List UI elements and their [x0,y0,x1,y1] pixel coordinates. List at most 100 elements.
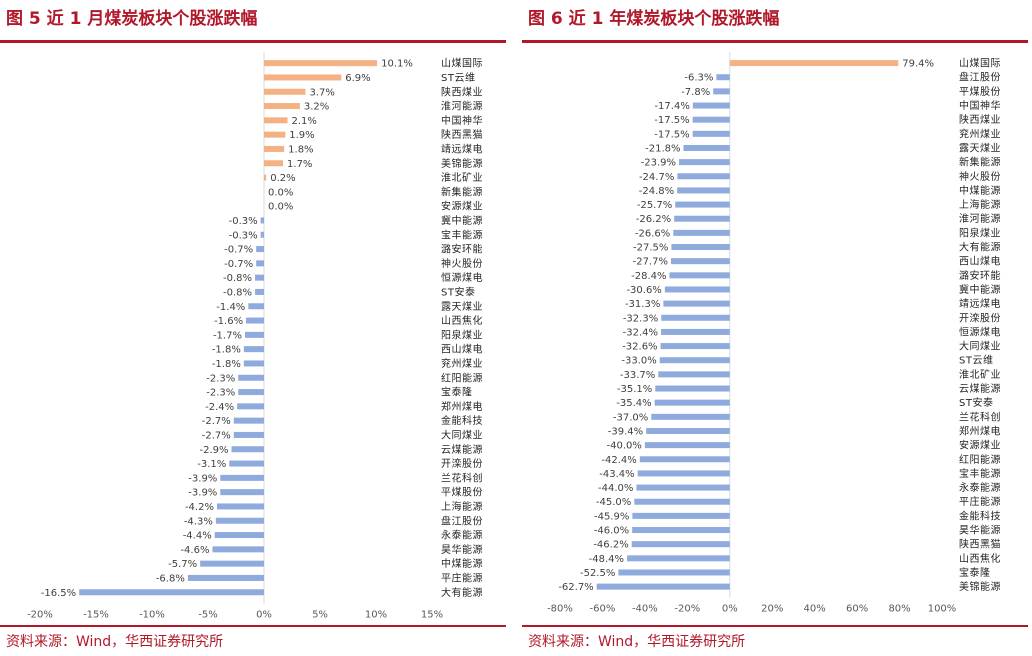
data-label: -0.3% [229,216,258,227]
data-label: -3.1% [197,459,226,470]
bar [639,456,730,463]
category-label: 中国神华 [959,99,1001,112]
bar [187,574,264,581]
data-label: 3.7% [309,87,334,98]
x-tick-label: 5% [312,609,328,619]
x-tick-label: -60% [590,604,616,615]
category-label: 大同煤业 [441,428,483,441]
data-label: -4.4% [183,531,212,542]
data-label: -0.7% [224,259,253,270]
category-label: 宝丰能源 [441,228,483,241]
bar [683,144,730,151]
x-tick-label: -15% [83,609,109,619]
category-label: 兖州煤业 [441,357,483,370]
data-label: 10.1% [381,59,413,70]
category-label: 淮北矿业 [441,171,483,184]
category-label: 潞安环能 [441,243,483,256]
data-label: -2.7% [202,430,231,441]
bar [658,371,730,378]
data-label: -4.3% [184,516,213,527]
data-label: 79.4% [902,59,934,70]
data-label: -44.0% [598,483,633,494]
category-label: 山西焦化 [959,552,1001,565]
bar [729,60,899,67]
title-rule [0,40,506,43]
category-label: 恒源煤电 [959,325,1001,338]
data-label: 2.1% [292,116,317,127]
bar [243,360,264,367]
category-label: 美锦能源 [441,157,483,170]
category-label: 西山煤电 [959,255,1001,268]
data-label: -3.9% [188,488,217,499]
data-label: -7.8% [681,87,710,98]
bar [661,328,730,335]
bar [692,116,730,123]
data-label: -0.8% [223,287,252,298]
bar [220,489,264,496]
bar [664,286,730,293]
bar [646,427,730,434]
bar [677,173,730,180]
data-label: -28.4% [631,271,666,282]
bar [679,159,730,166]
data-label: -17.5% [654,129,689,140]
bar [674,215,730,222]
data-label: -26.6% [635,228,670,239]
category-label: 山煤国际 [959,57,1001,70]
category-label: 兰花科创 [441,471,483,484]
bar [79,589,264,596]
category-label: 宝泰隆 [441,386,473,399]
bar [627,555,730,562]
bar [233,431,264,438]
category-label: 冀中能源 [959,283,1001,296]
x-tick-label: -40% [632,604,658,615]
panel-year: 图 6 近 1 年煤炭板块个股涨跌幅 79.4% 山煤国际 -6.3% 盘江股份 -7.… [522,0,1032,656]
bar [632,512,730,519]
data-label: -52.5% [580,568,615,579]
bar [669,272,730,279]
data-label: 0.0% [268,187,293,198]
category-label: 靖远煤电 [959,297,1001,310]
data-label: -17.4% [654,101,689,112]
category-label: 永泰能源 [959,481,1001,494]
data-label: -6.8% [156,573,185,584]
category-label: 恒源煤电 [441,271,483,284]
data-label: -5.7% [168,559,197,570]
panel-month: 图 5 近 1 月煤炭板块个股涨跌幅 10.1% 山煤国际 6.9% ST云维 3.7%… [0,0,510,656]
x-tick-label: 40% [804,604,826,615]
data-label: -16.5% [41,588,76,599]
bar [244,331,264,338]
bar [233,417,264,424]
data-label: -40.0% [606,441,641,452]
category-label: 云煤能源 [959,382,1001,395]
x-tick-label: -10% [139,609,165,619]
bar [264,174,267,181]
data-label: -48.4% [589,554,624,565]
bar [670,258,730,265]
x-tick-label: 10% [365,609,387,619]
category-label: 陕西黑猫 [441,128,483,141]
category-label: 露天煤业 [441,300,483,313]
data-label: -32.3% [623,313,658,324]
x-tick-label: -20% [27,609,53,619]
data-label: -1.8% [212,359,241,370]
category-label: 阳泉煤业 [959,226,1001,239]
category-label: 新集能源 [959,156,1001,169]
data-label: 6.9% [345,73,370,84]
chart-title: 图 6 近 1 年煤炭板块个股涨跌幅 [528,9,780,29]
x-tick-label: -80% [547,604,573,615]
data-label: -23.9% [641,158,676,169]
data-label: -1.4% [216,302,245,313]
x-tick-label: -20% [674,604,700,615]
bar [631,541,730,548]
category-label: 平煤股份 [959,85,1001,98]
data-label: -2.3% [206,388,235,399]
data-label: -31.3% [625,299,660,310]
bar [220,474,264,481]
source-rule [0,625,506,627]
category-label: 红阳能源 [959,453,1001,466]
bar [659,357,730,364]
data-label: -33.7% [620,370,655,381]
category-label: ST安泰 [441,285,475,298]
bar [212,546,264,553]
